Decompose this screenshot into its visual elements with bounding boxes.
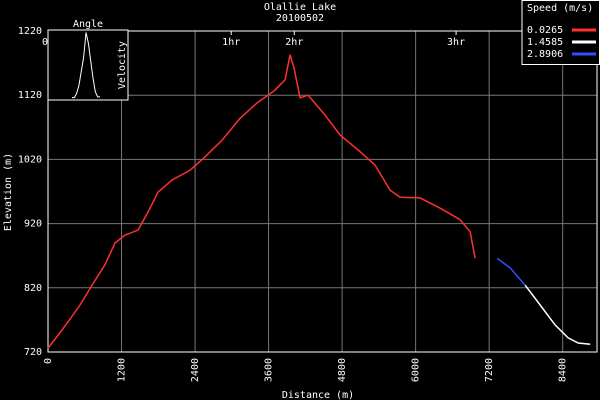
inset-line [72,32,100,99]
x-tick-label: 3600 [264,358,275,382]
x-tick-label: 4800 [337,358,348,382]
legend-label: 2.8906 [527,49,563,60]
y-tick-label: 820 [24,283,42,294]
x-tick-label: 8400 [558,358,569,382]
time-tick-label: 2hr [285,37,303,48]
chart-subtitle: 20100502 [276,13,324,24]
inset: Angle Velocity [47,19,129,101]
x-tick-label: 6000 [411,358,422,382]
y-axis-label: Elevation (m) [3,153,14,231]
chart-title: Olallie Lake [264,2,336,13]
x-tick-label: 7200 [484,358,495,382]
x-tick-label: 1200 [117,358,128,382]
time-tick-label: 1hr [222,37,240,48]
inset-clip: Velocity [117,41,128,89]
legend-label: 1.4585 [527,37,563,48]
y-tick-label: 720 [24,347,42,358]
x-tick-label: 0 [43,358,54,364]
time-tick-label: 3hr [447,37,465,48]
inset-title: Angle [73,19,103,30]
elevation-line [524,284,591,346]
y-tick-label: 1220 [18,26,42,37]
legend-label: 0.0265 [527,25,563,36]
x-axis-label: Distance (m) [282,390,354,400]
y-tick-label: 1120 [18,90,42,101]
x-tick-label: 2400 [190,358,201,382]
inset-ylabel: Velocity [117,41,128,89]
plot-frame [47,30,598,353]
y-tick-label: 1020 [18,154,42,165]
legend-title: Speed (m/s) [527,3,593,14]
elevation-line [47,54,476,349]
y-tick-label: 920 [24,219,42,230]
elevation-line [496,257,526,286]
